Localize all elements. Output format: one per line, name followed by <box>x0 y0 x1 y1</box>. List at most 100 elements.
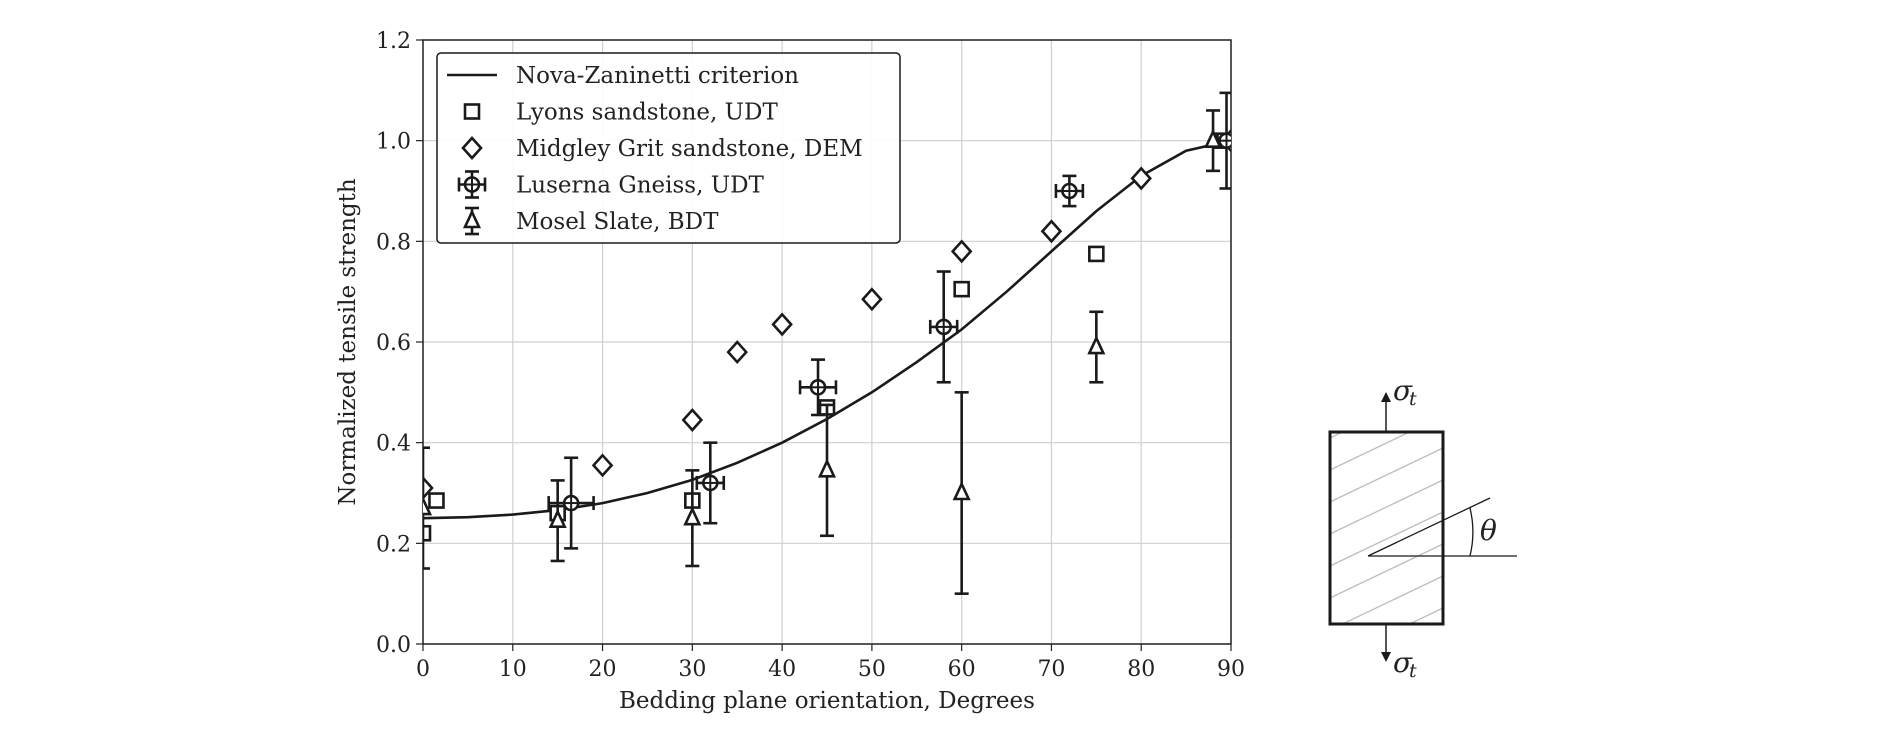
legend-label: Midgley Grit sandstone, DEM <box>516 136 863 162</box>
legend-label: Mosel Slate, BDT <box>516 209 719 235</box>
x-tick-label: 20 <box>589 657 617 682</box>
square-marker-icon <box>463 103 481 120</box>
diamond-marker-icon <box>771 312 793 337</box>
data-point <box>423 496 433 516</box>
square-marker-icon <box>423 524 432 542</box>
data-point <box>953 280 970 298</box>
legend-entry: Nova-Zaninetti criterion <box>447 63 799 89</box>
bottom-arrow-head-icon <box>1381 652 1391 662</box>
data-point <box>562 494 580 512</box>
data-point <box>809 378 827 396</box>
legend-marker <box>463 176 481 193</box>
data-point <box>423 476 434 500</box>
data-point <box>950 239 973 264</box>
x-tick-label: 50 <box>858 657 886 682</box>
legend-entry: Mosel Slate, BDT <box>462 206 719 236</box>
triangle-marker-icon <box>1204 128 1223 148</box>
diamond-marker-icon <box>461 136 483 160</box>
diamond-marker-icon <box>591 453 614 478</box>
triangle-marker-icon <box>1087 334 1106 355</box>
y-tick-label: 0.8 <box>376 230 411 255</box>
data-point <box>591 453 614 478</box>
data-point <box>1218 132 1231 149</box>
data-point <box>548 508 567 528</box>
legend-label: Nova-Zaninetti criterion <box>516 63 799 89</box>
x-axis-label: Bedding plane orientation, Degrees <box>619 688 1035 714</box>
data-point <box>861 287 883 312</box>
triangle-marker-icon <box>683 506 702 526</box>
chart: 0 10 20 30 40 50 60 70 80 90 0.0 0.2 0.4 0.6 0.8 1.0 1.2… <box>335 29 1245 714</box>
tick-labels: 0 10 20 30 40 50 60 70 80 90 0.0 0.2 0.4 0.6 0.8 1.0 1.2 <box>376 29 1245 682</box>
x-tick-label: 40 <box>768 657 796 682</box>
data-point <box>771 312 793 337</box>
series-layer <box>423 91 1231 595</box>
data-point <box>423 524 432 542</box>
data-point <box>1040 219 1063 244</box>
legend-label: Luserna Gneiss, UDT <box>516 173 765 199</box>
legend-marker <box>462 208 482 229</box>
specimen-diagram: σ t σ t θ <box>1328 288 1517 756</box>
data-point <box>1061 182 1078 200</box>
triangle-marker-icon <box>548 508 567 528</box>
legend: Nova-Zaninetti criterion Lyons sandstone,… <box>436 52 901 244</box>
legend-marker <box>461 136 483 160</box>
diamond-marker-icon <box>726 340 748 365</box>
hatch-line <box>1331 511 1442 567</box>
data-point <box>681 408 704 432</box>
legend-marker <box>463 103 481 120</box>
data-point <box>683 506 702 526</box>
legend-entry: Lyons sandstone, UDT <box>463 100 778 126</box>
triangle-marker-icon <box>462 208 482 229</box>
diamond-marker-icon <box>861 287 883 312</box>
hatch-line <box>1330 672 1443 726</box>
series-4 <box>423 109 1223 595</box>
plot-frame <box>422 39 1232 645</box>
legend-entry: Midgley Grit sandstone, DEM <box>461 136 863 162</box>
triangle-marker-icon <box>952 480 971 501</box>
diamond-marker-icon <box>423 476 434 500</box>
data-point <box>701 474 719 492</box>
bedding-plane-line <box>1367 497 1491 557</box>
x-tick-label: 30 <box>678 657 706 682</box>
y-error-bar <box>423 446 430 570</box>
data-point <box>952 480 971 501</box>
hatch-line <box>1330 320 1443 374</box>
hatch-line <box>1410 607 1442 623</box>
y-tick-label: 0.4 <box>376 432 411 457</box>
hatch-line <box>1331 447 1442 503</box>
diamond-marker-icon <box>681 408 704 432</box>
diamond-marker-icon <box>1040 219 1063 244</box>
hatch-line <box>1331 433 1409 471</box>
legend-label: Lyons sandstone, UDT <box>516 100 778 126</box>
data-point <box>817 458 837 478</box>
top-stress-label: σ <box>1393 374 1413 407</box>
triangle-marker-icon <box>817 458 837 478</box>
bottom-stress-subscript: t <box>1409 660 1417 682</box>
angle-label: θ <box>1480 514 1497 547</box>
angle-arc <box>1469 507 1474 557</box>
x-tick-label: 80 <box>1127 657 1155 682</box>
square-marker-icon <box>428 492 445 509</box>
y-tick-label: 1.0 <box>376 130 411 155</box>
y-axis-label: Normalized tensile strength <box>335 178 361 505</box>
hatch-line <box>1330 288 1443 342</box>
series-2 <box>423 128 1231 500</box>
square-marker-icon <box>1088 245 1105 263</box>
triangle-marker-icon <box>423 496 433 516</box>
data-point <box>1130 166 1152 191</box>
y-tick-label: 0.6 <box>376 331 411 356</box>
hatch-line <box>1330 704 1443 756</box>
square-marker-icon <box>953 280 970 298</box>
specimen-hatching <box>1330 288 1443 756</box>
data-point <box>428 492 445 509</box>
legend-entry: Luserna Gneiss, UDT <box>457 170 765 199</box>
y-tick-label: 0.0 <box>376 633 411 658</box>
data-point <box>935 318 953 336</box>
diamond-marker-icon <box>950 239 973 264</box>
x-tick-label: 90 <box>1217 657 1245 682</box>
x-tick-label: 10 <box>499 657 527 682</box>
diamond-marker-icon <box>1130 166 1152 191</box>
y-tick-label: 1.2 <box>376 29 411 54</box>
bottom-stress-label: σ <box>1393 646 1413 679</box>
